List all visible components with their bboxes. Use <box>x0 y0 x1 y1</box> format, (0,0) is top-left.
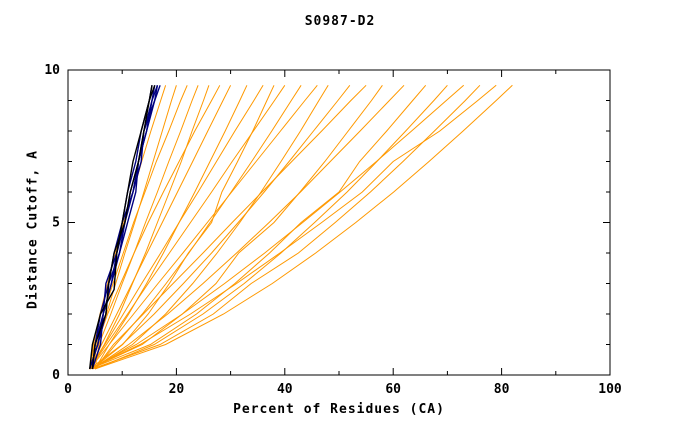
series-navy-cluster-5 <box>91 85 161 370</box>
series-orange-model-16 <box>94 84 367 370</box>
series-orange-model-24 <box>94 84 513 370</box>
series-orange-model-18 <box>92 84 405 370</box>
series-orange-model-13 <box>89 84 318 370</box>
series-orange-model-21 <box>89 84 465 370</box>
series-orange-model-17 <box>89 85 383 370</box>
series-orange-model-14 <box>92 85 329 370</box>
x-tick-label: 80 <box>494 382 510 397</box>
series-orange-model-15 <box>89 84 351 370</box>
series-orange-model-05 <box>89 85 210 370</box>
series-orange-model-09 <box>89 85 264 370</box>
y-tick-label: 5 <box>52 216 60 231</box>
series-orange-model-10 <box>92 85 275 370</box>
series-orange-model-07 <box>89 85 232 370</box>
x-tick-label: 100 <box>598 382 622 397</box>
series-orange-model-19 <box>89 84 427 370</box>
series-orange-model-06 <box>91 85 221 369</box>
series-orange-model-23 <box>89 84 497 370</box>
series-orange-model-11 <box>89 85 286 370</box>
series-black-reference-2 <box>91 85 156 369</box>
y-tick-label: 10 <box>44 63 60 78</box>
x-tick-label: 20 <box>169 382 185 397</box>
x-tick-label: 40 <box>277 382 293 397</box>
x-tick-label: 60 <box>385 382 401 397</box>
chart-title: S0987-D2 <box>304 14 376 29</box>
series-orange-model-04 <box>94 85 199 369</box>
series-orange-model-22 <box>92 84 481 370</box>
x-axis-label: Percent of Residues (CA) <box>233 402 445 417</box>
y-tick-label: 0 <box>52 368 60 383</box>
series-orange-model-20 <box>94 84 448 370</box>
series-black-reference-1 <box>89 85 153 369</box>
x-tick-label: 0 <box>64 382 72 397</box>
